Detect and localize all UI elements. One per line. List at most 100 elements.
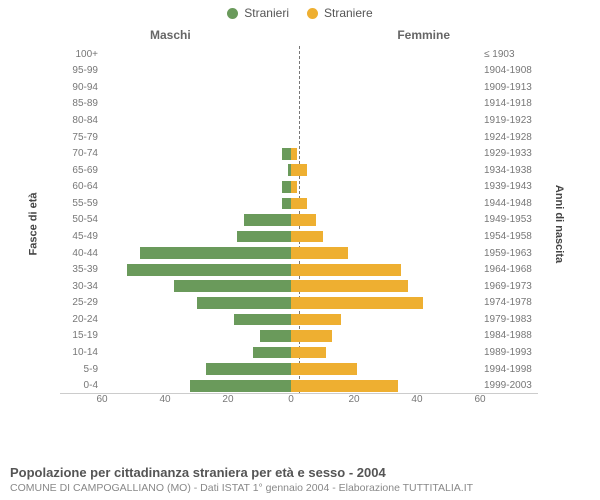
birth-year-label: 1919-1923	[480, 115, 538, 126]
bar-male	[127, 264, 291, 276]
age-row: 85-891914-1918	[60, 96, 538, 113]
bar-female	[291, 330, 332, 342]
age-label: 55-59	[60, 198, 102, 209]
age-label: 50-54	[60, 214, 102, 225]
age-label: 15-19	[60, 330, 102, 341]
age-row: 55-59 1944-1948	[60, 195, 538, 212]
bar-female	[291, 347, 326, 359]
bar-pair	[102, 79, 480, 96]
birth-year-label: 1904-1908	[480, 65, 538, 76]
bar-female	[291, 314, 341, 326]
age-label: 30-34	[60, 281, 102, 292]
y-axis-left-title: Fasce di età	[27, 193, 39, 256]
age-row: 20-241979-1983	[60, 311, 538, 328]
x-tick: 60	[96, 394, 107, 405]
bar-pair	[102, 245, 480, 262]
age-row: 0-41999-2003	[60, 377, 538, 394]
legend-swatch-male	[227, 8, 238, 19]
age-row: 80-84 1919-1923	[60, 112, 538, 129]
birth-year-label: ≤ 1903	[480, 49, 538, 60]
age-label: 5-9	[60, 364, 102, 375]
birth-year-label: 1944-1948	[480, 198, 538, 209]
bar-male	[282, 148, 291, 160]
x-axis: 6040200204060	[60, 394, 538, 412]
bar-pair	[102, 361, 480, 378]
birth-year-label: 1929-1933	[480, 148, 538, 159]
bar-female	[291, 280, 408, 292]
birth-year-label: 1984-1988	[480, 330, 538, 341]
birth-year-label: 1999-2003	[480, 380, 538, 391]
bar-pair	[102, 344, 480, 361]
bar-pair	[102, 377, 480, 394]
birth-year-label: 1939-1943	[480, 181, 538, 192]
legend-swatch-female	[307, 8, 318, 19]
birth-year-label: 1914-1918	[480, 98, 538, 109]
birth-year-label: 1989-1993	[480, 347, 538, 358]
bar-female	[291, 181, 297, 193]
bar-male	[253, 347, 291, 359]
age-row: 25-29 1974-1978	[60, 295, 538, 312]
legend: Stranieri Straniere	[0, 0, 600, 20]
age-row: 40-441959-1963	[60, 245, 538, 262]
bar-male	[140, 247, 291, 259]
birth-year-label: 1934-1938	[480, 165, 538, 176]
bar-pair	[102, 46, 480, 63]
birth-year-label: 1974-1978	[480, 297, 538, 308]
birth-year-label: 1954-1958	[480, 231, 538, 242]
bar-male	[190, 380, 291, 392]
x-tick: 20	[222, 394, 233, 405]
age-row: 60-64 1939-1943	[60, 179, 538, 196]
bar-male	[244, 214, 291, 226]
bar-female	[291, 198, 307, 210]
bar-pair	[102, 278, 480, 295]
bar-female	[291, 264, 401, 276]
bar-pair	[102, 129, 480, 146]
bar-pair	[102, 212, 480, 229]
bar-pair	[102, 261, 480, 278]
birth-year-label: 1994-1998	[480, 364, 538, 375]
bar-male	[260, 330, 292, 342]
age-label: 60-64	[60, 181, 102, 192]
age-row: 35-391964-1968	[60, 261, 538, 278]
age-row: 65-69 1934-1938	[60, 162, 538, 179]
birth-year-label: 1949-1953	[480, 214, 538, 225]
age-row: 10-141989-1993	[60, 344, 538, 361]
x-tick: 40	[411, 394, 422, 405]
x-tick: 0	[288, 394, 294, 405]
bar-pair	[102, 179, 480, 196]
bar-female	[291, 363, 357, 375]
pyramid-chart: Maschi Femmine Fasce di età Anni di nasc…	[0, 24, 600, 424]
age-label: 25-29	[60, 297, 102, 308]
bar-female	[291, 297, 423, 309]
birth-year-label: 1964-1968	[480, 264, 538, 275]
age-row: 50-54 1949-1953	[60, 212, 538, 229]
age-row: 70-74 1929-1933	[60, 145, 538, 162]
age-row: 5-9 1994-1998	[60, 361, 538, 378]
birth-year-label: 1909-1913	[480, 82, 538, 93]
bar-female	[291, 214, 316, 226]
bar-pair	[102, 63, 480, 80]
bar-male	[174, 280, 291, 292]
caption-subtitle: COMUNE DI CAMPOGALLIANO (MO) - Dati ISTA…	[10, 482, 590, 494]
age-label: 20-24	[60, 314, 102, 325]
age-label: 65-69	[60, 165, 102, 176]
caption-title: Popolazione per cittadinanza straniera p…	[10, 465, 590, 480]
age-row: 75-791924-1928	[60, 129, 538, 146]
age-label: 100+	[60, 49, 102, 60]
age-label: 80-84	[60, 115, 102, 126]
legend-label-female: Straniere	[324, 6, 373, 20]
bar-pair	[102, 295, 480, 312]
age-label: 70-74	[60, 148, 102, 159]
bar-male	[282, 198, 291, 210]
bar-male	[197, 297, 292, 309]
age-label: 90-94	[60, 82, 102, 93]
age-row: 90-94 1909-1913	[60, 79, 538, 96]
bar-pair	[102, 162, 480, 179]
legend-item-male: Stranieri	[227, 6, 289, 20]
column-title-female: Femmine	[397, 28, 450, 42]
age-label: 40-44	[60, 248, 102, 259]
age-label: 75-79	[60, 132, 102, 143]
bar-male	[282, 181, 291, 193]
bar-female	[291, 231, 323, 243]
bar-pair	[102, 195, 480, 212]
